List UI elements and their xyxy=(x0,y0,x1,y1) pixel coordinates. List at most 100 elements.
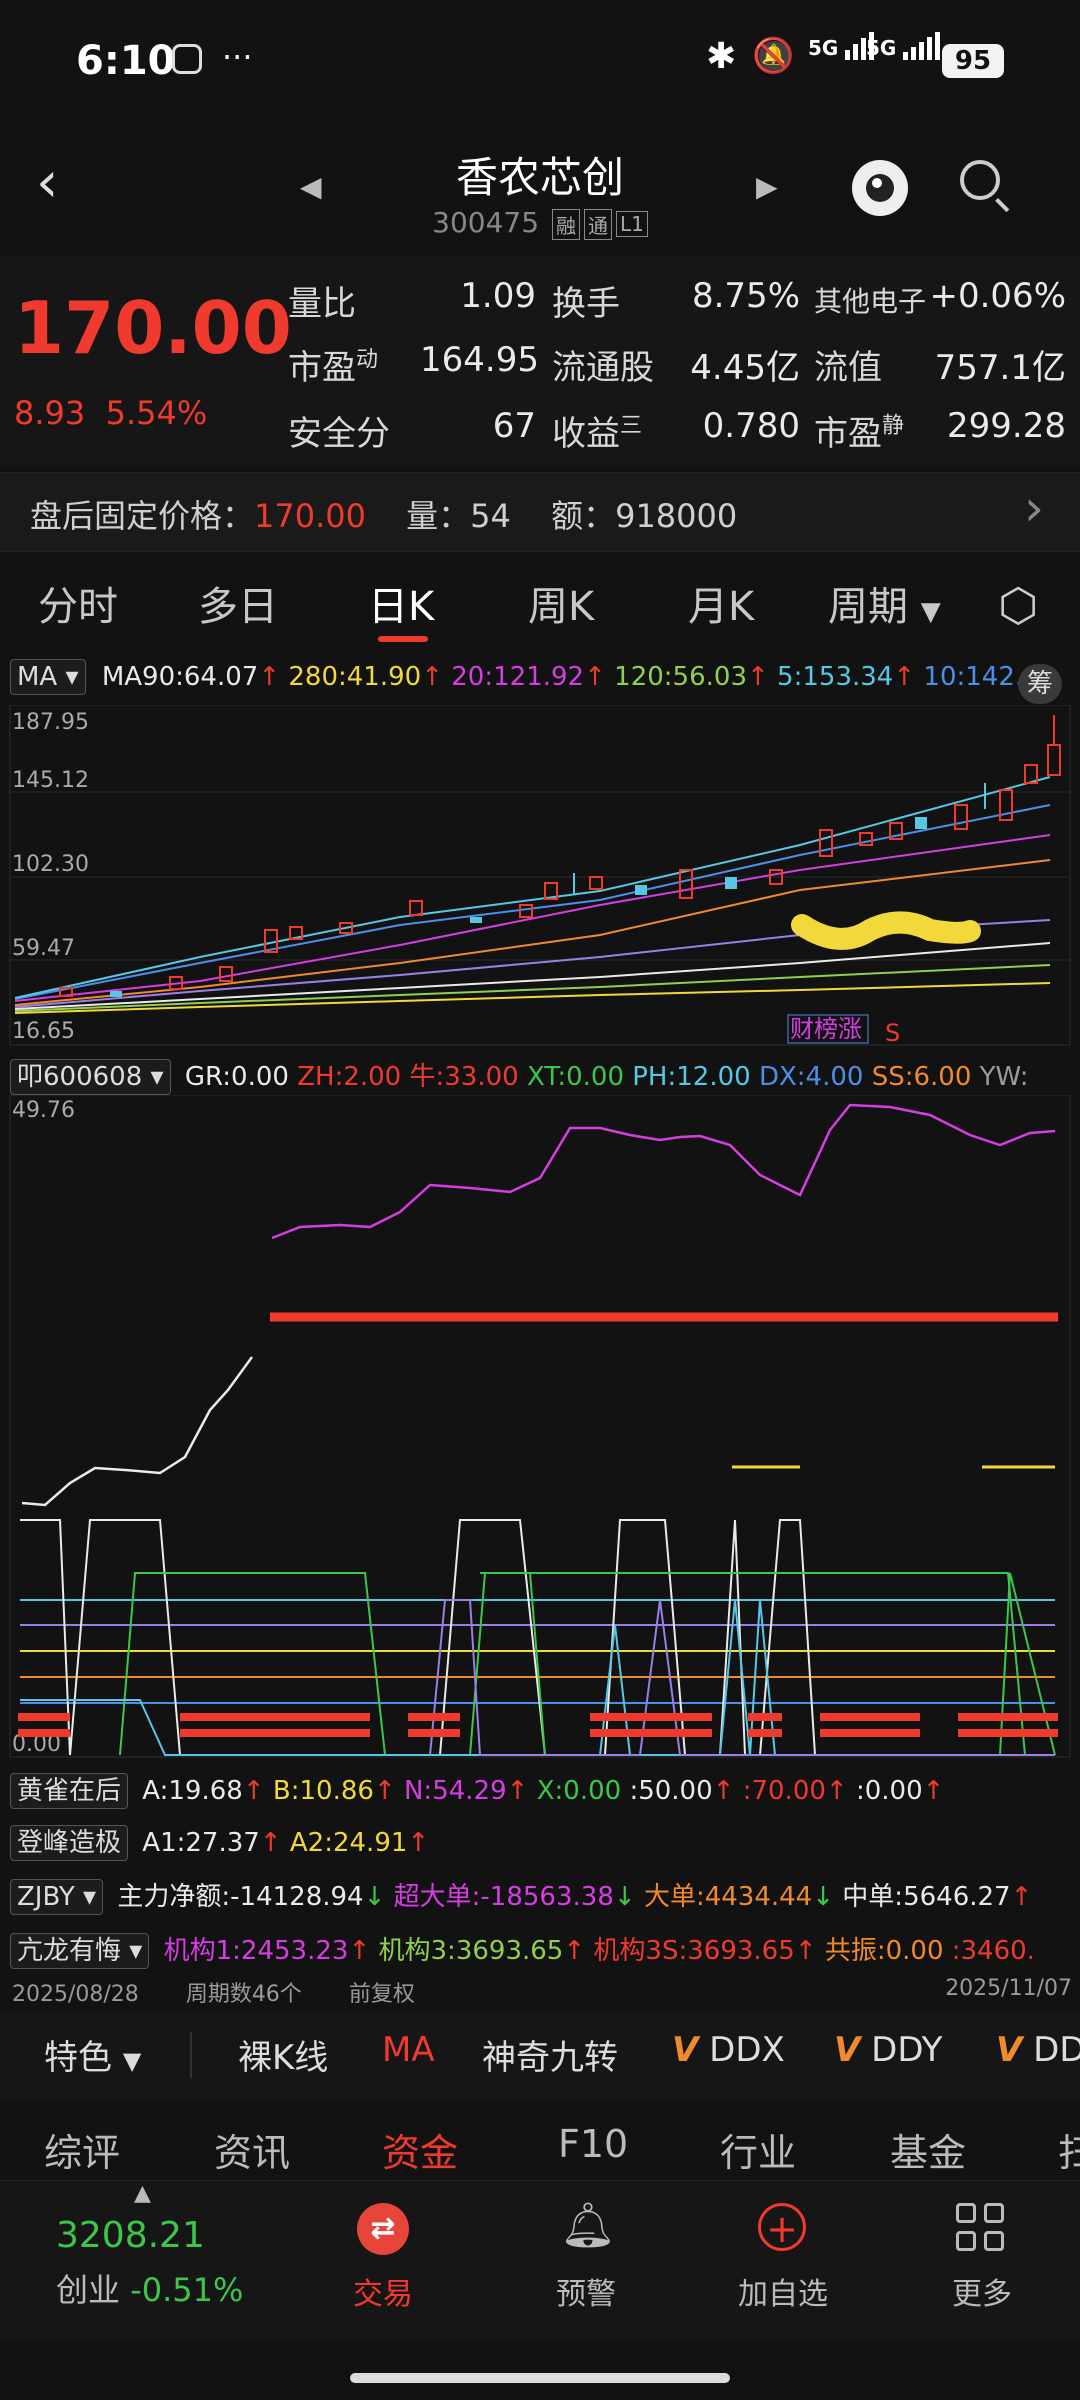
back-icon[interactable]: ‹ xyxy=(36,150,59,215)
finance-rank-badge[interactable]: 财榜涨 xyxy=(790,1015,862,1043)
huangque-selector[interactable]: 黄雀在后 xyxy=(10,1773,129,1809)
tab-intraday[interactable]: 分时 xyxy=(38,584,118,630)
more-grid-icon[interactable] xyxy=(956,2203,1006,2253)
label-float-value: 流值 xyxy=(814,348,882,388)
prev-stock-icon[interactable]: ◀ xyxy=(300,170,322,203)
indicator-levels xyxy=(20,1312,1058,1704)
chart-tabs: 分时 多日 日K 周K 月K 周期 ▼ ⬡ xyxy=(0,556,1080,648)
alert-bell-icon[interactable]: 🔔︎ xyxy=(560,2200,616,2251)
ind-dx: DX:4.00 xyxy=(758,1062,864,1092)
zjby-selector[interactable]: ZJBY ▾ xyxy=(10,1879,104,1915)
bluetooth-icon: ✱ xyxy=(706,36,737,77)
index-value[interactable]: 3208.21 xyxy=(56,2215,205,2256)
zjby-medium: 中单:5646.27↑ xyxy=(842,1882,1033,1912)
kline-chart[interactable]: 187.95 145.12 102.30 59.47 16.65 xyxy=(0,705,1080,1050)
nav-trade[interactable]: 交易 xyxy=(353,2277,413,2312)
home-indicator[interactable] xyxy=(350,2373,730,2383)
zjby-main-net: 主力净额:-14128.94↓ xyxy=(117,1882,386,1912)
info-tab-more[interactable]: 扫 xyxy=(1058,2131,1080,2175)
ind-niu: 牛:33.00 xyxy=(409,1062,519,1092)
trade-icon[interactable]: ⇄ xyxy=(357,2203,409,2255)
tab-weekly-k[interactable]: 周K xyxy=(528,584,595,630)
ma20: 20:121.92↑ xyxy=(451,662,606,692)
huangque-50: :50.00↑ xyxy=(629,1776,735,1806)
date-start: 2025/08/28 xyxy=(12,1982,139,2007)
nav-more[interactable]: 更多 xyxy=(952,2277,1012,2312)
dengfeng-selector[interactable]: 登峰造极 xyxy=(10,1825,129,1861)
row-zjby: ZJBY ▾ 主力净额:-14128.94↓ 超大单:-18563.38↓ 大单… xyxy=(10,1876,1033,1915)
quote-panel: 170.00 8.93 5.54% 量比 1.09 换手 8.75% 其他电子 … xyxy=(0,256,1080,466)
kanglong-inst3s: 机构3S:3693.65↑ xyxy=(593,1936,817,1966)
stock-code-row: 300475 融通 L1 xyxy=(0,206,1080,240)
dengfeng-a1: A1:27.37↑ xyxy=(142,1828,282,1858)
info-tab-capital[interactable]: 资金 xyxy=(382,2131,459,2175)
value-float-shares: 4.45亿 xyxy=(690,348,800,388)
current-price: 170.00 xyxy=(14,286,292,370)
label-safety-score: 安全分 xyxy=(288,414,390,454)
special-dropdown[interactable]: 特色 ▼ xyxy=(44,2038,142,2078)
nav-add-watchlist[interactable]: 加自选 xyxy=(738,2277,828,2312)
settings-hexagon-icon[interactable]: ⬡ xyxy=(998,578,1039,632)
chip-distribution-button[interactable]: 筹 xyxy=(1018,664,1062,704)
stock-name: 香农芯创 xyxy=(455,153,624,202)
feature-magic-nine[interactable]: 神奇九转 xyxy=(482,2038,618,2078)
ind-ss: SS:6.00 xyxy=(871,1062,972,1092)
zjby-large: 大单:4434.44↓ xyxy=(643,1882,835,1912)
ind-y-top: 49.76 xyxy=(12,1098,75,1123)
huangque-b: B:10.86↑ xyxy=(272,1776,396,1806)
info-tab-fund[interactable]: 基金 xyxy=(890,2131,967,2175)
value-float-value: 757.1亿 xyxy=(934,348,1066,388)
feature-ma[interactable]: MA xyxy=(382,2030,435,2070)
highlight-scribble xyxy=(791,911,981,950)
mute-icon: 🔕 xyxy=(752,36,795,76)
mascot-icon[interactable] xyxy=(852,160,908,216)
stock-header: ‹ ◀ 香农芯创 300475 融通 L1 ▶ xyxy=(0,130,1080,250)
feature-ddy[interactable]: V DDY xyxy=(834,2030,943,2070)
search-icon[interactable] xyxy=(960,160,1010,213)
add-watchlist-icon[interactable]: + xyxy=(758,2203,806,2251)
label-float-shares: 流通股 xyxy=(552,348,654,388)
chevron-right-icon[interactable]: › xyxy=(1024,479,1044,537)
tab-multiday[interactable]: 多日 xyxy=(198,584,278,630)
info-tab-f10[interactable]: F10 xyxy=(558,2122,629,2166)
feature-ddz[interactable]: V DD xyxy=(996,2030,1080,2070)
index-line[interactable]: 创业 -0.51% xyxy=(56,2271,244,2309)
info-tab-news[interactable]: 资讯 xyxy=(214,2131,291,2175)
info-tab-industry[interactable]: 行业 xyxy=(720,2131,797,2175)
candlesticks xyxy=(59,715,1061,997)
label-turnover: 换手 xyxy=(552,284,620,324)
next-stock-icon[interactable]: ▶ xyxy=(756,170,778,203)
feature-bare-k[interactable]: 裸K线 xyxy=(238,2038,329,2078)
nav-alert[interactable]: 预警 xyxy=(556,2277,616,2312)
sub-indicator-selector[interactable]: 叩600608 ▾ xyxy=(10,1059,171,1095)
signal-5g-1: 5G xyxy=(808,30,879,60)
value-safety-score: 67 xyxy=(492,406,536,446)
indicator-white-step xyxy=(20,1519,1055,1756)
ma-selector[interactable]: MA ▾ xyxy=(10,659,86,695)
active-tab-underline xyxy=(378,636,428,642)
indicator-magenta-line xyxy=(271,1103,1056,1240)
kanglong-selector[interactable]: 亢龙有悔 ▾ xyxy=(10,1933,150,1969)
huangque-n: N:54.29↑ xyxy=(403,1776,529,1806)
tab-period[interactable]: 周期 ▼ xyxy=(828,584,941,630)
huangque-a: A:19.68↑ xyxy=(142,1776,265,1806)
collapse-caret-icon[interactable]: ▲ xyxy=(134,2181,151,2206)
post-market-bar[interactable]: 盘后固定价格：170.00 量：54 额：918000 › xyxy=(0,472,1080,552)
price-change: 8.93 5.54% xyxy=(14,394,208,432)
tab-monthly-k[interactable]: 月K xyxy=(688,584,755,630)
feature-ddx[interactable]: V DDX xyxy=(672,2030,785,2070)
indicator-red-bars xyxy=(18,1713,1058,1737)
tab-daily-k[interactable]: 日K xyxy=(368,584,435,630)
app-notification-icon xyxy=(172,44,202,74)
indicator-chart[interactable]: 49.76 0.00 xyxy=(0,1095,1080,1760)
zjby-super-large: 超大单:-18563.38↓ xyxy=(393,1882,636,1912)
value-volume-ratio: 1.09 xyxy=(460,276,536,316)
feature-bar: 特色 ▼ 裸K线 MA 神奇九转 V DDX V DDY V DD xyxy=(0,2010,1080,2100)
label-pe-dynamic: 市盈动 xyxy=(288,347,379,388)
ma-line-blue xyxy=(14,804,1051,1000)
finance-rank-badge-box xyxy=(787,1014,869,1044)
kanglong-inst3: 机构3:3693.65↑ xyxy=(378,1936,586,1966)
indicator-white-line xyxy=(21,1356,254,1507)
info-tab-summary[interactable]: 综评 xyxy=(44,2131,121,2175)
battery-indicator: 95 xyxy=(942,44,1004,78)
